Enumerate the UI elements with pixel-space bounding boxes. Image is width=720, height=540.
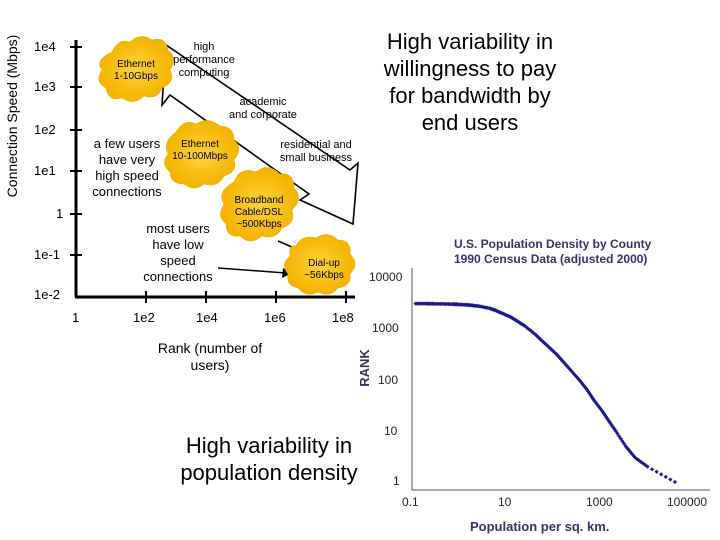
most-users-label: most users have low speed connections (143, 221, 213, 284)
y-tick-label: 1e1 (34, 163, 56, 178)
academic-label: academic and corporate (229, 96, 297, 121)
x-tick-label: 1e4 (196, 310, 218, 325)
data-point (668, 477, 673, 482)
x-axis-ticks (145, 291, 347, 303)
burst-broadband (220, 167, 299, 242)
y-tick-label: 1000 (372, 321, 399, 335)
x-tick-label: 1e2 (133, 310, 155, 325)
y-tick-label: 100 (378, 373, 399, 387)
x-tick-label: 1000 (586, 495, 613, 509)
variability-arrow (161, 43, 359, 226)
data-point (654, 469, 659, 474)
burst-ethernet-1-10gbps (98, 36, 174, 102)
data-point (645, 464, 650, 469)
burst-ethernet-10-100mbps (164, 120, 240, 189)
x-tick-label: 1e6 (264, 310, 286, 325)
hpc-label: high performance computing (173, 41, 235, 79)
y-tick-label: 10 (384, 424, 398, 438)
population-headline: High variability in population density (180, 433, 358, 485)
burst-dialup (284, 234, 356, 295)
most-users-arrow (217, 267, 287, 274)
data-point (663, 474, 668, 480)
y-tick-label: 1e-2 (34, 287, 61, 302)
y-tick-label: 1 (56, 206, 64, 221)
x-axis-label: Rank (number of users) (157, 340, 263, 373)
y-tick-label: 1e2 (34, 122, 56, 137)
x-tick-label: 10 (498, 495, 512, 509)
data-point (672, 479, 678, 485)
y-tick-label: 1e-1 (34, 247, 61, 262)
data-point (659, 472, 664, 477)
x-tick-label: 1 (72, 310, 80, 325)
y-axis-ticks (70, 46, 82, 256)
residential-label: residential and small business (279, 139, 353, 164)
burst-label-ethernet-10-100mbps: Ethernet 10-100Mbps (172, 139, 228, 162)
x-tick-label: 0.1 (402, 495, 419, 509)
y-tick-label: 1e3 (34, 79, 56, 94)
y-tick-label: 1 (393, 474, 400, 488)
plot-axes (411, 268, 710, 491)
bandwidth-headline: High variability in willingness to pay f… (383, 29, 557, 135)
chart-xlabel: Population per sq. km. (470, 519, 610, 534)
burst-label-ethernet-1-10gbps: Ethernet 1-10Gbps (114, 59, 158, 82)
burst-label-dialup: Dial-up ~56Kbps (304, 258, 344, 281)
x-tick-label: 100000 (667, 495, 708, 509)
few-users-label: a few users have very high speed connect… (92, 136, 162, 199)
chart-title: U.S. Population Density by County 1990 C… (454, 237, 652, 266)
data-point (649, 467, 655, 472)
y-tick-label: 10000 (369, 270, 403, 284)
y-tick-label: 1e4 (34, 39, 56, 54)
burst-label-broadband: Broadband Cable/DSL ~500Kbps (234, 195, 284, 230)
x-tick-label: 1e8 (332, 310, 354, 325)
